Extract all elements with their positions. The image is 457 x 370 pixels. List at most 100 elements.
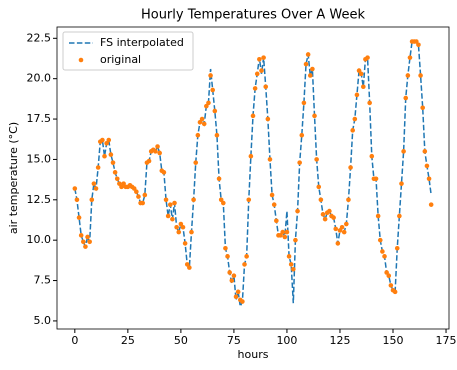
data-point xyxy=(314,157,319,162)
legend-swatch xyxy=(78,57,84,63)
data-point xyxy=(223,245,228,251)
data-point xyxy=(210,87,215,93)
data-point xyxy=(361,84,366,90)
y-tick-label: 20.0 xyxy=(27,72,52,85)
x-tick-label: 75 xyxy=(227,334,241,347)
data-point xyxy=(216,176,222,182)
data-point xyxy=(191,197,196,203)
data-point xyxy=(399,181,404,186)
x-tick-label: 50 xyxy=(174,334,188,347)
data-point xyxy=(91,181,97,186)
data-point xyxy=(428,202,434,207)
data-point xyxy=(286,254,292,259)
plot-frame xyxy=(56,26,450,330)
data-point xyxy=(142,192,148,198)
data-point xyxy=(367,100,372,106)
data-point xyxy=(369,153,375,159)
data-point xyxy=(81,239,86,245)
data-point xyxy=(291,266,296,272)
data-point xyxy=(310,66,315,72)
y-tick-label: 7.5 xyxy=(34,274,52,287)
data-point xyxy=(257,56,262,62)
data-point xyxy=(199,116,205,122)
data-point xyxy=(172,200,177,206)
data-point xyxy=(167,202,173,207)
data-point xyxy=(344,221,349,227)
data-point xyxy=(187,265,192,270)
data-point xyxy=(83,244,88,249)
data-point xyxy=(221,200,226,206)
data-point xyxy=(100,137,105,143)
data-point xyxy=(244,254,249,259)
data-point xyxy=(165,213,171,219)
data-point xyxy=(263,84,269,90)
data-point xyxy=(280,229,285,235)
x-tick-label: 0 xyxy=(71,334,78,347)
data-point xyxy=(87,239,92,245)
data-point xyxy=(322,216,328,222)
data-point xyxy=(140,200,145,206)
data-point xyxy=(271,202,277,207)
data-point xyxy=(112,170,118,175)
data-point xyxy=(259,68,264,73)
data-point xyxy=(320,212,326,217)
data-point xyxy=(301,100,307,106)
data-point xyxy=(350,128,355,133)
y-tick-label: 15.0 xyxy=(27,152,52,165)
legend-label: FS interpolated xyxy=(100,36,184,49)
x-axis-label: hours xyxy=(238,348,269,361)
data-point xyxy=(240,299,245,304)
data-point xyxy=(339,224,345,230)
data-point xyxy=(248,153,254,159)
data-point xyxy=(189,229,194,235)
data-point xyxy=(254,71,260,77)
data-point xyxy=(208,73,213,78)
data-point xyxy=(74,197,80,203)
data-point xyxy=(297,160,302,165)
y-tick-label: 10.0 xyxy=(27,233,52,246)
data-point xyxy=(282,234,288,240)
data-point xyxy=(293,237,298,243)
data-point xyxy=(157,150,162,156)
data-point xyxy=(299,132,305,138)
data-point xyxy=(233,294,239,300)
data-point xyxy=(386,273,392,279)
x-tick-label: 150 xyxy=(383,334,404,347)
data-point xyxy=(422,149,428,154)
data-point xyxy=(180,224,186,230)
data-point xyxy=(252,86,258,91)
data-point xyxy=(407,55,413,60)
data-point xyxy=(354,92,360,98)
x-tick-label: 175 xyxy=(436,334,457,347)
data-point xyxy=(114,176,120,182)
data-point xyxy=(163,197,169,203)
x-tick-label: 100 xyxy=(276,334,297,347)
data-point xyxy=(341,229,347,235)
data-point xyxy=(265,116,271,122)
legend-box xyxy=(62,31,194,71)
data-point xyxy=(416,42,421,48)
data-point xyxy=(76,215,82,220)
data-point xyxy=(348,165,353,170)
data-point xyxy=(303,61,309,67)
data-point xyxy=(242,262,247,267)
data-point xyxy=(214,132,220,138)
data-point xyxy=(327,208,332,214)
data-point xyxy=(176,229,182,235)
data-point xyxy=(229,278,235,283)
data-point xyxy=(284,229,290,235)
data-point xyxy=(93,186,99,191)
data-point xyxy=(274,218,279,224)
data-point xyxy=(195,132,201,138)
x-tick-label: 25 xyxy=(121,334,135,347)
data-point xyxy=(312,113,317,119)
data-point xyxy=(424,163,430,169)
data-point xyxy=(405,73,411,78)
data-point xyxy=(333,226,339,232)
data-point xyxy=(153,149,158,154)
data-point xyxy=(331,215,336,220)
data-point xyxy=(316,184,322,190)
y-tick-label: 22.5 xyxy=(27,31,52,44)
legend-label: original xyxy=(100,53,141,66)
